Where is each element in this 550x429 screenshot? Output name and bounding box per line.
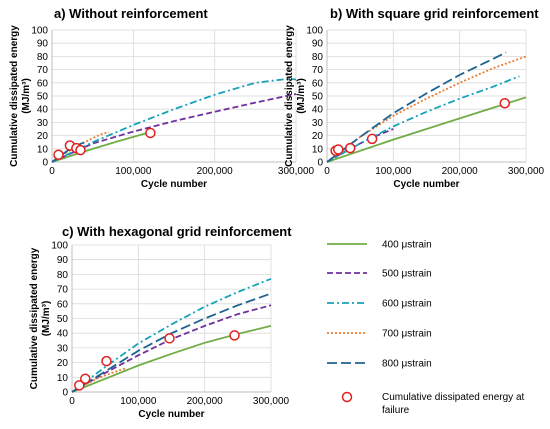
failure-point	[344, 142, 356, 154]
failure-point	[499, 98, 511, 109]
chart-title: c) With hexagonal grid reinforcement	[62, 224, 292, 239]
y-tick-label: 70	[312, 65, 324, 76]
y-tick-label: 80	[57, 270, 69, 281]
y-axis-unit-label: (MJ/m³)	[41, 301, 52, 337]
series-line-700-ustrain	[326, 55, 527, 163]
y-axis-unit-label: (MJ/m³)	[296, 78, 307, 114]
y-tick-label: 80	[37, 52, 49, 63]
chart-title: b) With square grid reinforcement	[330, 6, 539, 21]
legend-label: 600 μstrain	[382, 299, 432, 310]
y-tick-label: 70	[57, 285, 69, 296]
legend-swatch-failure	[341, 391, 353, 403]
y-axis-label: Cumulative dissipated energy	[29, 247, 40, 389]
series-line-400-ustrain	[51, 131, 150, 163]
y-tick-label: 60	[312, 78, 324, 89]
y-tick-label: 90	[37, 39, 49, 50]
chart-panel-0: a) Without reinforcement0102030405060708…	[9, 6, 315, 190]
legend-label: Cumulative dissipated energy at	[382, 392, 525, 403]
y-tick-label: 70	[37, 65, 49, 76]
x-tick-label: 300,000	[253, 396, 290, 407]
x-tick-label: 200,000	[187, 396, 224, 407]
y-tick-label: 0	[42, 158, 48, 169]
failure-point	[229, 330, 240, 341]
failure-point	[74, 380, 85, 391]
series-line-600-ustrain	[71, 277, 272, 393]
x-axis-label: Cycle number	[141, 179, 207, 190]
y-tick-label: 40	[312, 105, 324, 116]
failure-point	[101, 355, 112, 367]
legend-label: 500 μstrain	[382, 269, 432, 280]
series-line-600-ustrain	[51, 77, 297, 163]
y-tick-label: 100	[31, 26, 48, 37]
y-tick-label: 20	[57, 358, 69, 369]
failure-point	[53, 149, 64, 160]
y-tick-label: 40	[37, 105, 49, 116]
y-tick-label: 60	[37, 78, 49, 89]
legend-label: 400 μstrain	[382, 240, 432, 251]
x-tick-label: 100,000	[120, 396, 157, 407]
series-line-400-ustrain	[326, 96, 527, 163]
y-tick-label: 30	[57, 343, 69, 354]
failure-point	[145, 127, 156, 139]
y-axis-unit-label: (MJ/m³)	[21, 78, 32, 114]
x-tick-label: 0	[324, 166, 330, 177]
y-axis-label: Cumulative dissipated energy	[284, 25, 295, 167]
failure-point	[80, 373, 91, 385]
x-tick-label: 0	[49, 166, 55, 177]
y-tick-label: 90	[312, 39, 324, 50]
y-tick-label: 40	[57, 329, 69, 340]
y-tick-label: 0	[317, 158, 323, 169]
y-tick-label: 10	[37, 144, 49, 155]
legend: 400 μstrain 500 μstrain 600 μstrain 700 μst…	[327, 240, 525, 416]
y-tick-label: 90	[57, 255, 69, 266]
series-line-800-ustrain	[71, 292, 272, 393]
y-tick-label: 10	[312, 144, 324, 155]
x-tick-label: 100,000	[115, 166, 152, 177]
failure-point	[164, 333, 175, 344]
x-tick-label: 200,000	[442, 166, 479, 177]
x-axis-label: Cycle number	[393, 179, 459, 190]
y-tick-label: 60	[57, 299, 69, 310]
x-tick-label: 100,000	[375, 166, 412, 177]
chart-panel-1: b) With square grid reinforcement0102030…	[284, 6, 545, 190]
series-line-700-ustrain	[71, 367, 126, 393]
x-tick-label: 0	[69, 396, 75, 407]
y-tick-label: 50	[312, 92, 324, 103]
y-tick-label: 20	[312, 131, 324, 142]
y-tick-label: 80	[312, 52, 324, 63]
y-tick-label: 30	[37, 118, 49, 129]
y-tick-label: 50	[37, 92, 49, 103]
chart-title: a) Without reinforcement	[54, 6, 208, 21]
y-tick-label: 30	[312, 118, 324, 129]
failure-point	[366, 133, 378, 145]
series-line-600-ustrain	[326, 75, 520, 163]
y-tick-label: 100	[51, 241, 68, 252]
series-line-800-ustrain	[326, 51, 507, 163]
legend-label: 700 μstrain	[382, 329, 432, 340]
y-axis-label: Cumulative dissipated energy	[9, 25, 20, 167]
y-tick-label: 100	[306, 26, 323, 37]
x-axis-label: Cycle number	[138, 409, 204, 420]
y-tick-label: 20	[37, 131, 49, 142]
y-tick-label: 10	[57, 373, 69, 384]
x-tick-label: 300,000	[508, 166, 545, 177]
y-tick-label: 50	[57, 314, 69, 325]
legend-label: 800 μstrain	[382, 359, 432, 370]
failure-point	[333, 144, 344, 155]
x-tick-label: 300,000	[278, 166, 315, 177]
chart-panel-2: c) With hexagonal grid reinforcement 0 10 2…	[29, 224, 292, 420]
x-tick-label: 200,000	[197, 166, 234, 177]
y-tick-label: 0	[62, 388, 68, 399]
series-line-500-ustrain	[51, 93, 297, 163]
failure-point	[75, 144, 86, 156]
legend-label: failure	[382, 405, 410, 416]
